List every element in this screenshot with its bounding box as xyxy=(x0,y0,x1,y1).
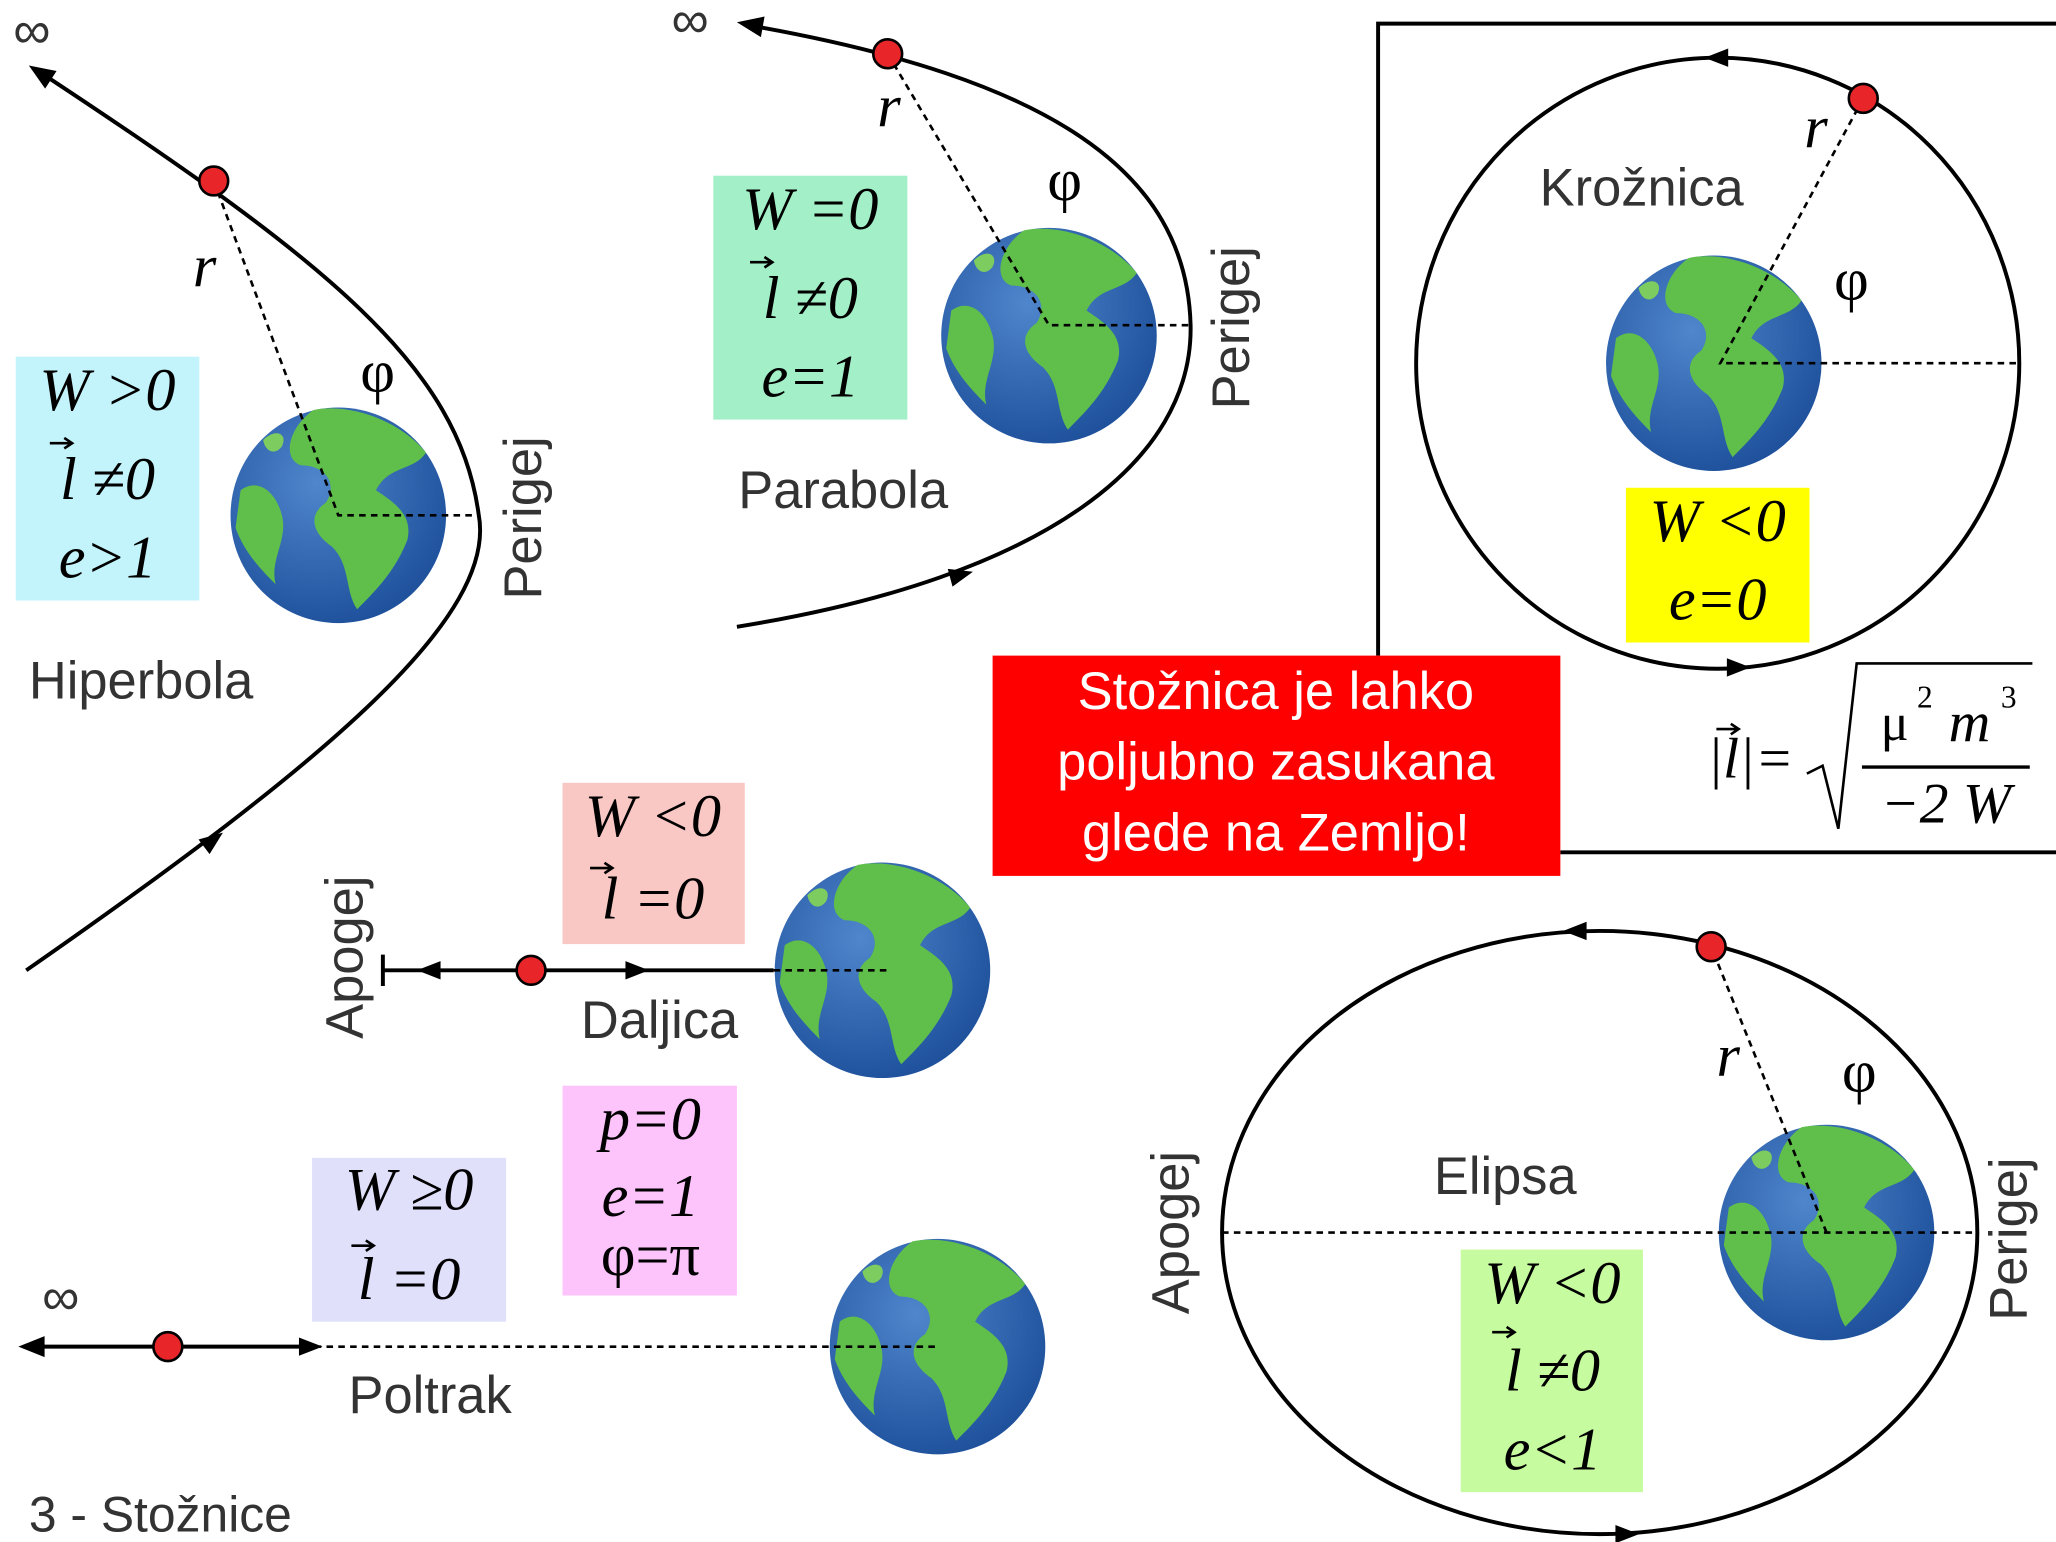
body xyxy=(197,165,230,197)
condition-box xyxy=(713,175,908,420)
condition: l =0 xyxy=(358,1246,461,1313)
notice-line: glede na Zemljo! xyxy=(1082,804,1470,862)
condition: p=0 xyxy=(596,1086,701,1153)
condition-box xyxy=(1460,1249,1643,1493)
radius-label: r xyxy=(1716,1023,1740,1090)
perigee-label: Perigej xyxy=(1981,1157,2039,1320)
vector-arrow xyxy=(49,436,75,450)
condition: e=1 xyxy=(762,344,860,411)
notice-line: Stožnica je lahko xyxy=(1078,663,1474,721)
condition-box xyxy=(1625,487,1810,643)
arrow xyxy=(1562,921,1587,941)
arrow xyxy=(28,65,57,89)
arrow xyxy=(1704,48,1729,67)
apogee-label: Apogej xyxy=(317,876,375,1039)
formula-m: m xyxy=(1949,691,1991,754)
arrow xyxy=(18,1336,45,1358)
conic-name: Elipsa xyxy=(1434,1148,1578,1206)
condition-box xyxy=(562,1085,737,1296)
condition: e>1 xyxy=(59,525,157,592)
condition: l =0 xyxy=(602,866,705,933)
vector-arrow xyxy=(351,1239,377,1252)
vector-arrow xyxy=(1716,722,1742,736)
body xyxy=(152,1330,184,1363)
radical xyxy=(1806,662,2033,830)
infinity: ∞ xyxy=(42,1269,79,1327)
earth xyxy=(941,227,1157,444)
condition: l ≠0 xyxy=(60,446,155,513)
arrow xyxy=(1615,1524,1640,1542)
condition: φ=π xyxy=(601,1222,700,1289)
hyperbola-curve xyxy=(25,77,482,972)
condition: W <0 xyxy=(1650,488,1786,555)
arrow xyxy=(298,1337,323,1356)
radius-label: r xyxy=(877,74,901,141)
notice-line: poljubno zasukana xyxy=(1057,734,1495,792)
arrow xyxy=(416,961,441,980)
conic-name: Hiperbola xyxy=(29,652,254,710)
body xyxy=(1847,82,1879,115)
condition-box xyxy=(312,1157,507,1322)
arrow xyxy=(198,832,223,855)
conic-name: Daljica xyxy=(581,992,739,1050)
apogee-label: Apogej xyxy=(1143,1151,1201,1314)
condition: l ≠0 xyxy=(763,265,858,332)
condition: e=0 xyxy=(1669,567,1767,634)
formula-denominator: −2 W xyxy=(1881,772,2016,835)
condition: W >0 xyxy=(39,357,175,424)
condition: l ≠0 xyxy=(1505,1338,1600,1405)
infinity: ∞ xyxy=(671,0,708,49)
radius-label: r xyxy=(193,234,217,301)
radius-label: r xyxy=(1804,95,1828,162)
formula-mu: μ xyxy=(1881,694,1909,752)
radius-line xyxy=(212,180,479,517)
vector-arrow xyxy=(1492,1325,1517,1339)
condition: W <0 xyxy=(1484,1250,1620,1317)
perigee-label: Perigej xyxy=(1203,246,1261,409)
angle-label: φ xyxy=(1047,147,1082,214)
vector-arrow xyxy=(750,255,775,269)
vector-arrow xyxy=(590,861,615,875)
arrow xyxy=(736,16,765,38)
body xyxy=(1695,930,1727,963)
angle-label: φ xyxy=(1834,247,1869,314)
conic-name: Parabola xyxy=(738,462,949,520)
infinity: ∞ xyxy=(13,2,50,60)
formula-exponent: 3 xyxy=(2001,679,2017,714)
conic-name: Poltrak xyxy=(348,1367,512,1425)
condition-box xyxy=(562,782,745,945)
condition: W <0 xyxy=(585,783,721,850)
segment-line xyxy=(380,954,774,987)
condition: W ≥0 xyxy=(345,1157,474,1224)
angle-label: φ xyxy=(360,338,395,405)
formula-exponent: 2 xyxy=(1917,679,1933,714)
notice-box xyxy=(992,655,1561,876)
body xyxy=(871,38,904,70)
radius-line xyxy=(1718,97,2020,365)
condition: e=1 xyxy=(602,1163,700,1230)
perigee-label: Perigej xyxy=(495,436,553,599)
formula-lhs: |l|= xyxy=(1707,728,1794,791)
parabola-curve xyxy=(736,24,1193,629)
condition: e<1 xyxy=(1504,1416,1602,1483)
condition: W =0 xyxy=(742,176,878,243)
frame xyxy=(1376,21,2056,855)
arrow xyxy=(1726,658,1751,677)
axis-line xyxy=(1222,946,1978,1234)
page-title: 3 - Stožnice xyxy=(29,1487,292,1542)
angle-label: φ xyxy=(1842,1039,1877,1106)
arrow xyxy=(625,961,650,980)
arrow xyxy=(947,568,973,587)
body xyxy=(515,954,547,987)
conic-name: Krožnica xyxy=(1540,159,1745,217)
condition-box xyxy=(15,356,200,601)
